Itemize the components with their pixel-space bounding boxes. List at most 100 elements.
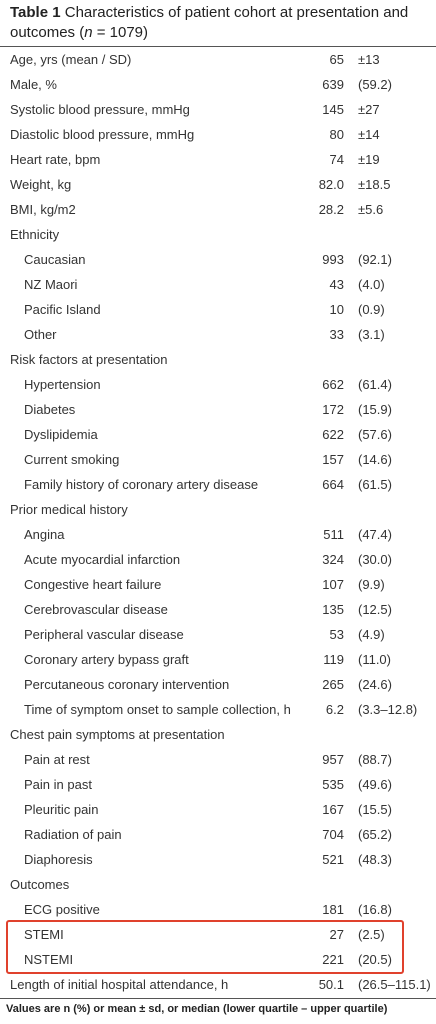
table-row: Cerebrovascular disease 135 (12.5) [0,597,436,622]
row-extra: (47.4) [358,527,392,542]
row-label: Caucasian [24,252,86,267]
row-value: 521 [322,852,344,867]
table-body: Age, yrs (mean / SD) 65 ±13 Male, % 639 (59.2… [0,47,436,997]
row-extra: ±13 [358,52,380,67]
row-label: Pain at rest [24,752,90,767]
row-extra: (65.2) [358,827,392,842]
row-label: NSTEMI [24,952,74,967]
row-value: 957 [322,752,344,767]
row-value: 664 [322,477,344,492]
caption: = 1079) [92,24,149,41]
row-value: 639 [322,77,344,92]
row-extra: (11.0) [358,652,391,667]
row-value: 324 [322,552,344,567]
row-extra: (12.5) [358,602,392,617]
row-extra: (9.9) [358,577,385,592]
table-row: ECG positive 181 (16.8) [0,897,436,922]
row-value: 511 [323,527,344,542]
table-row: Chest pain symptoms at presentation [0,722,436,747]
row-extra: (88.7) [358,752,392,767]
row-label: Weight, kg [10,177,72,192]
row-label: Pleuritic pain [24,802,99,817]
row-extra: (24.6) [358,677,392,692]
row-value: 167 [322,802,344,817]
table-row: Prior medical history [0,497,436,522]
row-value: 622 [322,427,344,442]
row-extra: (30.0) [358,552,392,567]
table-row: Angina 511 (47.4) [0,522,436,547]
table-row: Dyslipidemia 622 (57.6) [0,422,436,447]
row-label: Pacific Island [24,302,101,317]
row-label: Ethnicity [10,227,60,242]
row-extra: (3.1) [358,327,385,342]
row-extra: (3.3–12.8) [358,702,418,717]
row-label: STEMI [24,927,64,942]
row-label: Systolic blood pressure, mmHg [10,102,190,117]
row-extra: (61.4) [358,377,392,392]
table-row: Peripheral vascular disease 53 (4.9) [0,622,436,647]
row-label: Diastolic blood pressure, mmHg [10,127,195,142]
row-value: 145 [322,102,344,117]
table-row: Systolic blood pressure, mmHg 145 ±27 [0,97,436,122]
row-label: Congestive heart failure [24,577,162,592]
row-value: 10 [329,302,344,317]
row-value: 535 [322,777,344,792]
row-label: Radiation of pain [24,827,122,842]
row-extra: (61.5) [358,477,392,492]
table-row: Time of symptom onset to sample collecti… [0,697,436,722]
table-row: Other 33 (3.1) [0,322,436,347]
row-label: Diabetes [24,402,76,417]
row-label: Family history of coronary artery diseas… [24,477,259,492]
table-row: Acute myocardial infarction 324 (30.0) [0,547,436,572]
row-extra: (49.6) [358,777,392,792]
table-row: Weight, kg 82.0 ±18.5 [0,172,436,197]
row-extra: (4.9) [358,627,385,642]
table-row: Percutaneous coronary intervention 265 (24… [0,672,436,697]
row-extra: (15.9) [358,402,392,417]
highlight-box [6,920,404,974]
row-extra: (57.6) [358,427,392,442]
row-value: 6.2 [325,702,344,717]
table-row: Diastolic blood pressure, mmHg 80 ±14 [0,122,436,147]
table-row: Coronary artery bypass graft 119 (11.0) [0,647,436,672]
row-extra: (59.2) [358,77,392,92]
row-label: Angina [24,527,65,542]
row-value: 993 [322,252,344,267]
table-row: Pacific Island 10 (0.9) [0,297,436,322]
table-row: Male, % 639 (59.2) [0,72,436,97]
row-label: Length of initial hospital attendance, h [10,977,229,992]
row-label: NZ Maori [24,277,78,292]
row-label: Current smoking [24,452,120,467]
table-row: BMI, kg/m2 28.2 ±5.6 [0,197,436,222]
table-row: Pleuritic pain 167 (15.5) [0,797,436,822]
table-row: Length of initial hospital attendance, h… [0,972,436,997]
footnote: Values are n (%) or mean ± sd, or median… [6,1003,388,1015]
top-rule [0,46,436,47]
table-title: Table 1 Characteristics of patient cohor… [10,3,430,43]
table-row: NSTEMI 221 (20.5) [0,947,436,972]
bottom-rule [0,998,436,999]
caption-n: n [84,24,93,41]
table-row: Pain in past 535 (49.6) [0,772,436,797]
row-value: 33 [329,327,344,342]
row-label: Dyslipidemia [24,427,98,442]
row-extra: (20.5) [358,952,392,967]
row-value: 172 [322,402,344,417]
row-value: 82.0 [318,177,344,192]
row-extra: (48.3) [358,852,392,867]
row-extra: ±5.6 [358,202,384,217]
table-row: Heart rate, bpm 74 ±19 [0,147,436,172]
row-value: 181 [322,902,344,917]
row-extra: (16.8) [358,902,392,917]
row-value: 107 [322,577,344,592]
table-row: Hypertension 662 (61.4) [0,372,436,397]
row-value: 662 [322,377,344,392]
row-extra: (2.5) [358,927,385,942]
row-label: Risk factors at presentation [10,352,168,367]
row-label: Hypertension [24,377,101,392]
row-extra: ±14 [358,127,380,142]
caption: Characteristics of patient cohort at pre… [10,4,409,41]
row-label: Heart rate, bpm [10,152,101,167]
table-row: STEMI 27 (2.5) [0,922,436,947]
